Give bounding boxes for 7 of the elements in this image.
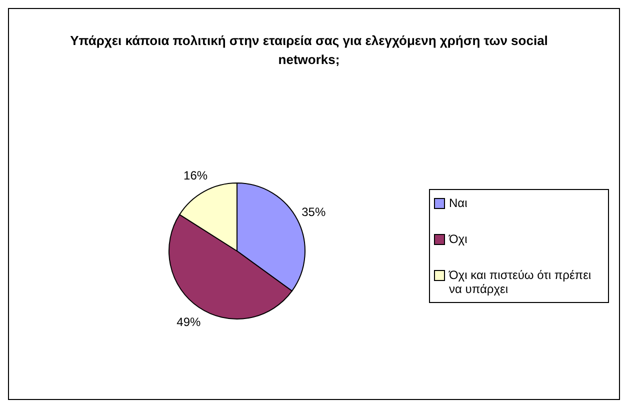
legend-label: Όχι (449, 232, 468, 246)
legend-label: Ναι (449, 196, 468, 210)
legend-label: Όχι και πιστεύω ότι πρέπει να υπάρχει (449, 268, 592, 296)
data-label: 16% (184, 168, 208, 183)
data-label: 49% (176, 315, 201, 330)
chart-title: Υπάρχει κάποια πολιτική στην εταιρεία σας για ελεγχόμενη χρήση των social networks; (69, 32, 549, 69)
data-label: 35% (302, 204, 326, 219)
